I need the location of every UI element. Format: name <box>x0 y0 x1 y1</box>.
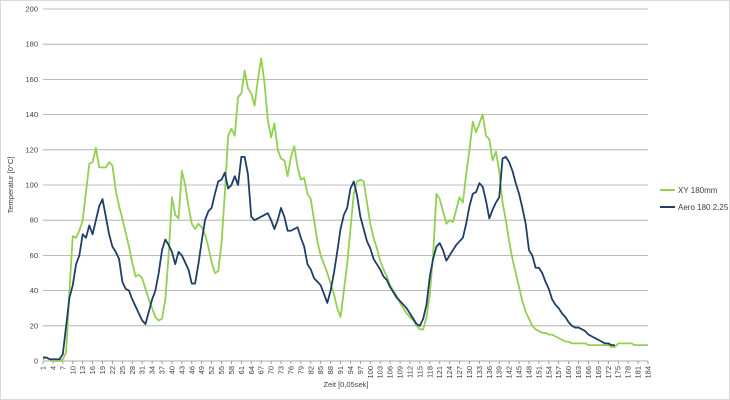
x-tick-label: 100 <box>366 366 375 379</box>
x-tick-label: 7 <box>58 366 67 370</box>
x-tick-label: 151 <box>534 366 543 379</box>
x-tick-label: 121 <box>435 366 444 379</box>
y-tick-label: 180 <box>25 40 38 49</box>
x-axis-title: Zeit [0,05sek] <box>323 380 368 389</box>
legend-label: XY 180mm <box>678 186 718 195</box>
x-tick-label: 181 <box>634 366 643 379</box>
x-tick-label: 70 <box>267 366 276 374</box>
x-tick-label: 43 <box>177 366 186 374</box>
x-tick-label: 64 <box>247 366 256 374</box>
x-tick-label: 148 <box>524 366 533 379</box>
x-tick-label: 16 <box>88 366 97 374</box>
x-tick-label: 40 <box>167 366 176 374</box>
legend-label: Aero 180 2,25 <box>678 203 729 212</box>
x-tick-label: 55 <box>217 366 226 374</box>
x-tick-label: 4 <box>48 366 57 370</box>
x-tick-label: 13 <box>78 366 87 374</box>
x-tick-label: 88 <box>326 366 335 374</box>
x-tick-label: 49 <box>197 366 206 374</box>
x-tick-label: 37 <box>158 366 167 374</box>
x-tick-label: 34 <box>148 366 157 374</box>
x-tick-label: 106 <box>386 366 395 379</box>
x-tick-label: 97 <box>356 366 365 374</box>
y-tick-label: 120 <box>25 145 38 154</box>
x-tick-label: 130 <box>465 366 474 379</box>
legend: XY 180mm Aero 180 2,25 <box>660 186 729 212</box>
x-tick-label: 61 <box>237 366 246 374</box>
gridlines <box>43 8 648 362</box>
x-tick-label: 76 <box>286 366 295 374</box>
x-tick-label: 109 <box>396 366 405 379</box>
x-tick-label: 118 <box>425 366 434 378</box>
x-tick-label: 184 <box>644 366 653 379</box>
x-tick-label: 178 <box>624 366 633 379</box>
x-tick-label: 160 <box>564 366 573 379</box>
series-line-2 <box>43 155 615 361</box>
y-tick-label: 60 <box>30 251 38 260</box>
x-tick-label: 22 <box>108 366 117 374</box>
x-tick-label: 175 <box>614 366 623 379</box>
x-tick-label: 115 <box>415 366 424 378</box>
x-tick-label: 19 <box>98 366 107 374</box>
x-tick-label: 163 <box>574 366 583 379</box>
y-tick-label: 0 <box>34 357 38 366</box>
x-tick-label: 58 <box>227 366 236 374</box>
x-tick-label: 172 <box>604 366 613 379</box>
x-tick-label: 31 <box>138 366 147 374</box>
x-tick-label: 82 <box>306 366 315 374</box>
x-tick-label: 46 <box>187 366 196 374</box>
y-tick-labels: 0 20 40 60 80 100 120 140 160 180 200 <box>25 5 38 366</box>
x-tick-label: 124 <box>445 366 454 379</box>
x-tick-label: 85 <box>316 366 325 374</box>
x-tick-label: 1 <box>39 366 48 370</box>
y-tick-label: 140 <box>25 110 38 119</box>
y-axis-title: Temperatur [0°C] <box>6 157 15 214</box>
x-tick-label: 166 <box>584 366 593 379</box>
x-tick-label: 94 <box>346 366 355 374</box>
y-tick-label: 160 <box>25 75 38 84</box>
x-tick-label: 139 <box>495 366 504 379</box>
x-tick-label: 136 <box>485 366 494 379</box>
series-line-1 <box>42 57 648 362</box>
y-tick-label: 200 <box>25 5 38 14</box>
x-tick-label: 91 <box>336 366 345 374</box>
x-tick-label: 67 <box>257 366 266 374</box>
x-tick-label: 169 <box>594 366 603 379</box>
x-tick-label: 133 <box>475 366 484 379</box>
x-tick-label: 142 <box>505 366 514 379</box>
series-lines <box>42 57 648 362</box>
x-tick-label: 79 <box>296 366 305 374</box>
y-tick-label: 40 <box>30 286 38 295</box>
x-tick-label: 52 <box>207 366 216 374</box>
x-tick-label: 145 <box>515 366 524 379</box>
x-tick-label: 10 <box>68 366 77 374</box>
x-tick-label: 25 <box>118 366 127 374</box>
x-tick-label: 112 <box>405 366 414 378</box>
x-tick-label: 28 <box>128 366 137 374</box>
x-tick-label: 73 <box>277 366 286 374</box>
x-tick-label: 103 <box>376 366 385 379</box>
y-tick-label: 20 <box>30 321 38 330</box>
y-tick-label: 80 <box>30 216 38 225</box>
x-tick-label: 157 <box>554 366 563 379</box>
x-tick-label: 154 <box>544 366 553 379</box>
x-tick-label: 127 <box>455 366 464 379</box>
x-tick-labels: 1 4 7 10 13 16 19 22 25 28 31 34 37 40 43 46 49 52 55 58 61 6… <box>39 361 653 379</box>
y-tick-label: 100 <box>25 181 38 190</box>
